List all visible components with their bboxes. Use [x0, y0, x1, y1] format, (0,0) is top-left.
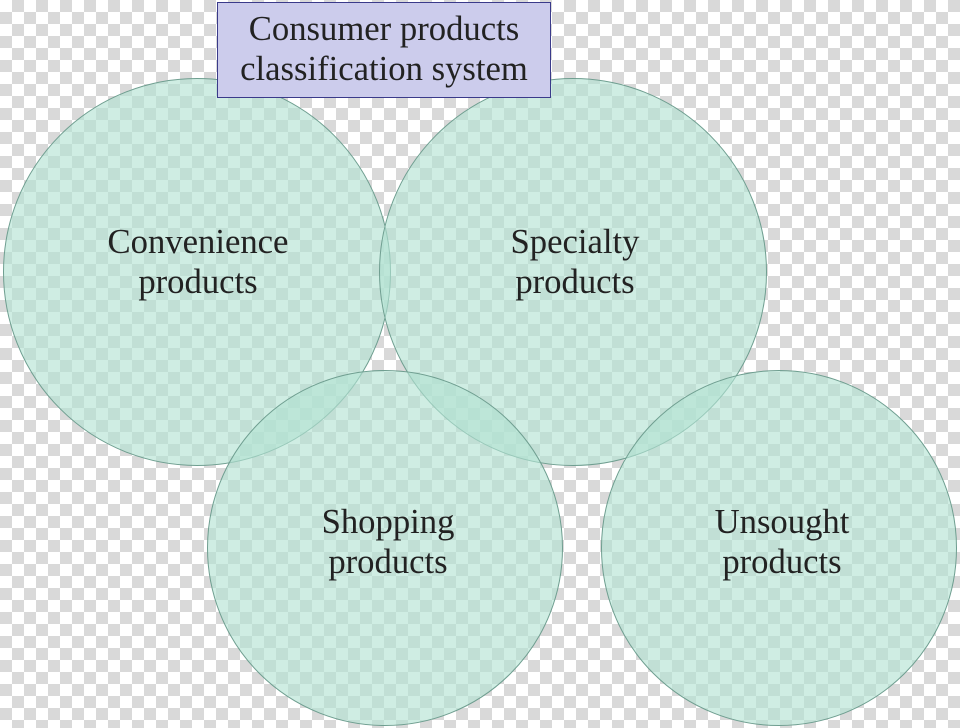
circle-unsought	[601, 370, 957, 726]
title-box: Consumer products classification system	[217, 2, 551, 98]
circle-shopping	[207, 370, 563, 726]
diagram-canvas: Consumer products classification system …	[0, 0, 960, 728]
